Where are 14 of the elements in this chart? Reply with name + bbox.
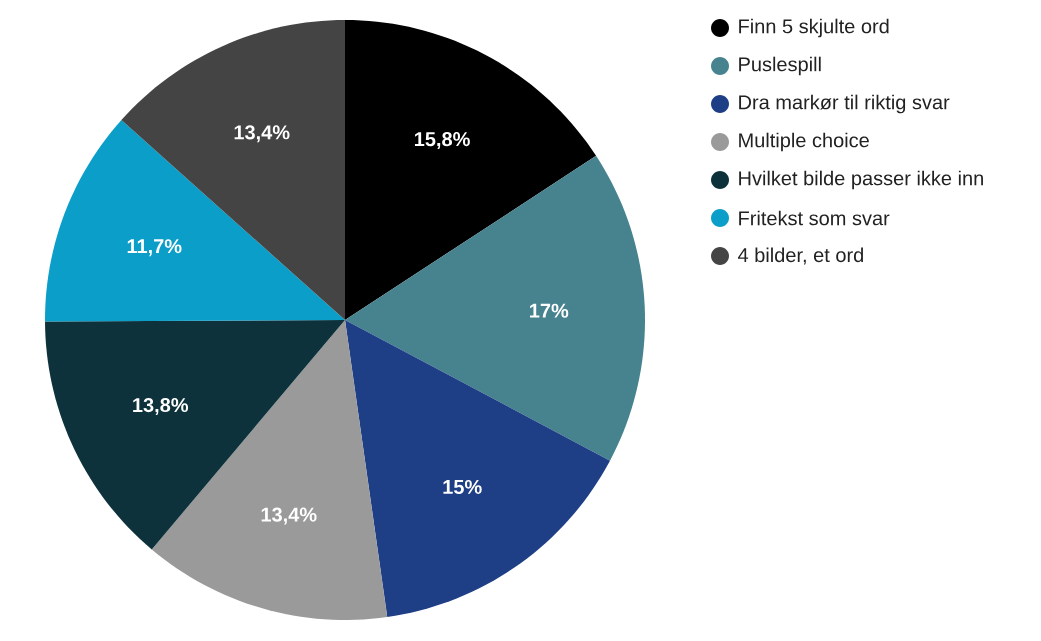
legend-label: Dra markør til riktig svar: [739, 94, 950, 114]
legend-label: Puslespill: [739, 56, 821, 76]
legend-label: 4 bilder, et ord: [738, 247, 863, 265]
data-label: 11,7%: [127, 239, 182, 257]
data-label: 15,8%: [414, 132, 470, 150]
legend-label: Fritekst som svar: [739, 210, 890, 226]
data-label: 15%: [443, 479, 482, 495]
legend-label: Multiple choice: [739, 132, 869, 152]
data-label: 13,4%: [261, 507, 317, 525]
data-label: 17%: [530, 303, 569, 318]
data-label: 13,4%: [234, 125, 290, 143]
legend-label: Finn 5 skjulte ord: [739, 18, 889, 38]
legend-label: Hvilket bilde passer ikke inn: [739, 170, 983, 190]
data-label: 13,8%: [133, 397, 189, 416]
